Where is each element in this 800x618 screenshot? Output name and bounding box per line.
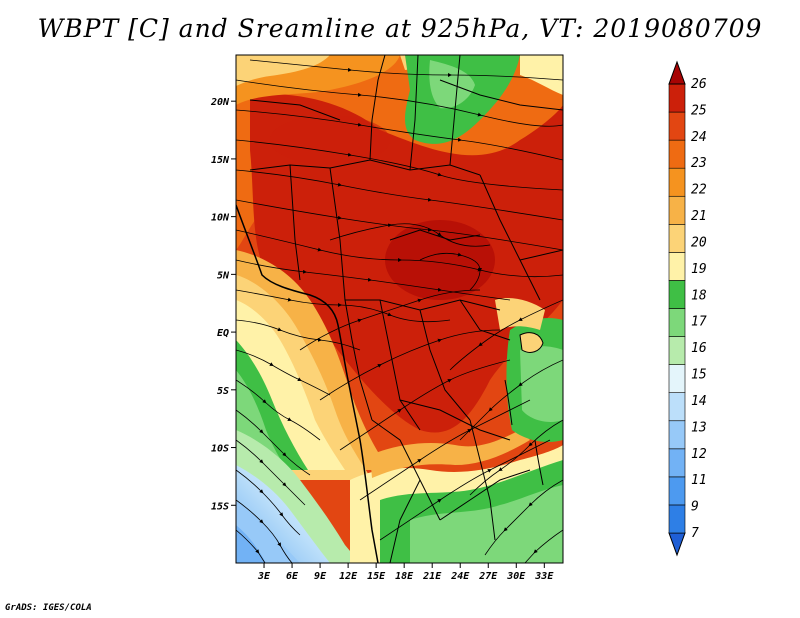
lon-tick-label: 30E (506, 571, 526, 582)
colorbar-level-label: 22 (691, 183, 707, 198)
colorbar-level-label: 23 (691, 156, 707, 171)
colorbar-level-label: 20 (691, 235, 707, 250)
lat-tick-label: 20N (210, 97, 230, 108)
colorbar-level-label: 11 (691, 473, 707, 488)
lat-tick-label: EQ (217, 328, 229, 339)
colorbar-swatch (668, 308, 686, 337)
lat-tick-label: 15N (211, 155, 230, 166)
coastline (236, 204, 379, 563)
colorbar-swatch (668, 504, 686, 534)
map-area (236, 55, 563, 563)
colorbar-level-label: 15 (691, 368, 707, 383)
chart-title: WBPT [C] and Sreamline at 925hPa, VT: 20… (37, 14, 763, 43)
colorbar-level-label: 14 (691, 394, 707, 409)
wbpt-contour-21 (236, 55, 330, 86)
colorbar-swatch (668, 280, 686, 309)
colorbar-swatch (668, 336, 686, 365)
colorbar: 7 9 11 12 13 14 15 16 17 18 19 20 21 22 23 24 25 26 (668, 60, 707, 557)
lon-tick-label: 3E (257, 571, 271, 582)
colorbar-level-label: 26 (691, 77, 707, 92)
lake-malawi-outline (534, 439, 544, 486)
colorbar-level-label: 17 (691, 315, 707, 330)
lat-tick-label: 10N (211, 213, 230, 224)
lon-tick-label: 27E (478, 571, 498, 582)
lat-tick-label: 5N (217, 270, 230, 281)
lat-tick-label: 5S (217, 386, 229, 397)
colorbar-swatch (668, 83, 686, 113)
colorbar-swatch (668, 224, 686, 253)
wbpt-contour-17-east (520, 346, 563, 422)
colorbar-swatch (668, 252, 686, 281)
colorbar-level-label: 16 (691, 341, 707, 356)
latitude-axis: 20N 15N 10N 5N EQ 5S 10S 15S (210, 97, 236, 512)
lon-tick-label: 18E (395, 571, 414, 582)
longitude-axis: 3E 6E 9E 12E 15E 18E 21E 24E 27E 30E 33E (257, 563, 554, 582)
colorbar-level-label: 9 (691, 500, 699, 515)
lat-tick-label: 15S (211, 501, 229, 512)
colorbar-swatch (668, 167, 686, 197)
lon-tick-label: 33E (534, 571, 554, 582)
colorbar-swatch (668, 392, 686, 422)
colorbar-swatch (668, 448, 686, 478)
colorbar-lower-triangle (668, 532, 686, 557)
colorbar-level-label: 19 (691, 262, 707, 277)
colorbar-swatch (668, 195, 686, 225)
colorbar-level-label: 25 (691, 103, 707, 118)
colorbar-level-label: 21 (691, 209, 707, 224)
grads-credit: GrADS: IGES/COLA (5, 603, 92, 613)
wbpt-contour-19-north (520, 55, 563, 95)
colorbar-swatch (668, 364, 686, 393)
colorbar-upper-triangle (668, 60, 686, 85)
colorbar-swatch (668, 420, 686, 450)
lon-tick-label: 15E (367, 571, 386, 582)
colorbar-level-label: 12 (691, 447, 707, 462)
colorbar-swatch (668, 139, 686, 169)
streamlines (236, 59, 563, 563)
lon-tick-label: 9E (314, 571, 327, 582)
lon-tick-label: 12E (339, 571, 358, 582)
lat-tick-label: 10S (211, 444, 229, 455)
lake-victoria-outline (519, 332, 544, 353)
colorbar-level-label: 13 (691, 420, 707, 435)
map-frame (235, 54, 564, 564)
colorbar-level-label: 18 (691, 288, 707, 303)
lon-tick-label: 21E (422, 571, 442, 582)
colorbar-level-label: 24 (691, 130, 707, 145)
lon-tick-label: 6E (286, 571, 299, 582)
colorbar-swatch (668, 476, 686, 506)
colorbar-swatch (668, 111, 686, 141)
lon-tick-label: 24E (450, 571, 470, 582)
colorbar-level-label: 7 (691, 526, 699, 541)
